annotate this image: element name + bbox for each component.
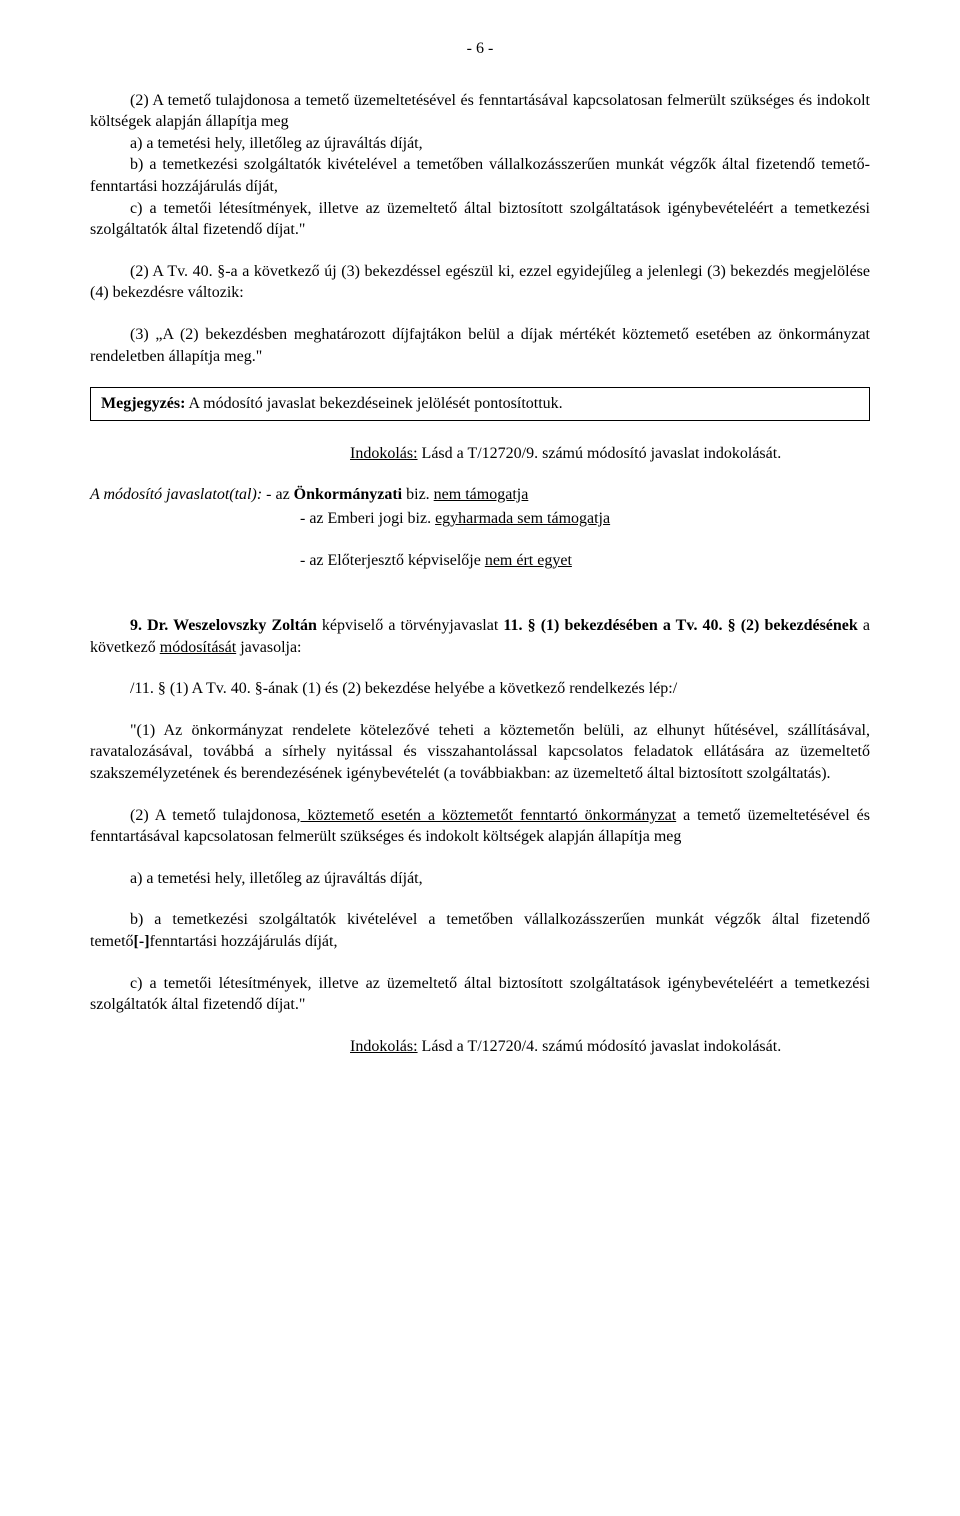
support-group-1: A módosító javaslatot(tal): - az Önkormá… bbox=[90, 484, 870, 529]
note-text: A módosító javaslat bekezdéseinek jelölé… bbox=[185, 395, 562, 412]
s9c: 11. § (1) bekezdésében a Tv. 40. § (2) b… bbox=[503, 617, 857, 634]
p15b: [-] bbox=[134, 933, 150, 950]
p13a: (2) A temető tulajdonosa bbox=[130, 807, 297, 824]
note-label: Megjegyzés: bbox=[101, 395, 185, 412]
p1c: c) a temetői létesítmények, illetve az ü… bbox=[90, 198, 870, 241]
p15: b) a temetkezési szolgáltatók kivételéve… bbox=[90, 909, 870, 952]
indokolas-2: Indokolás: Lásd a T/12720/4. számú módos… bbox=[350, 1036, 870, 1058]
p1: (2) A temető tulajdonosa a temető üzemel… bbox=[90, 90, 870, 133]
support-line-2: - az Emberi jogi biz. egyharmada sem tám… bbox=[300, 508, 870, 530]
indok1b: Lásd a T/12720/9. számú módosító javasla… bbox=[418, 445, 782, 462]
support-line-3: - az Előterjesztő képviselője nem ért eg… bbox=[300, 550, 870, 572]
indok2a: Indokolás: bbox=[350, 1038, 418, 1055]
p1a: a) a temetési hely, illetőleg az újravál… bbox=[90, 133, 870, 155]
p1b: b) a temetkezési szolgáltatók kivételéve… bbox=[90, 154, 870, 197]
support-emberi: - az Emberi jogi biz. bbox=[300, 510, 435, 527]
p13b: , köztemető esetén a köztemetőt fenntart… bbox=[297, 807, 677, 824]
s9f: javasolja: bbox=[236, 639, 301, 656]
support-nemert: nem ért egyet bbox=[485, 552, 572, 569]
support-biz: biz. bbox=[402, 486, 434, 503]
support-prefix: - az bbox=[262, 486, 294, 503]
p13: (2) A temető tulajdonosa, köztemető eset… bbox=[90, 805, 870, 848]
mod-label: A módosító javaslatot(tal): bbox=[90, 486, 262, 503]
support-onk: Önkormányzati bbox=[294, 486, 402, 503]
p12: "(1) Az önkormányzat rendelete kötelezőv… bbox=[90, 720, 870, 785]
s9b: képviselő a törvényjavaslat bbox=[317, 617, 504, 634]
para-3: (3) „A (2) bekezdésben meghatározott díj… bbox=[90, 324, 870, 367]
p11: /11. § (1) A Tv. 40. §-ának (1) és (2) b… bbox=[90, 678, 870, 700]
support-egyh: egyharmada sem támogatja bbox=[435, 510, 610, 527]
section-9: 9. Dr. Weszelovszky Zoltán képviselő a t… bbox=[90, 615, 870, 658]
indok2b: Lásd a T/12720/4. számú módosító javasla… bbox=[418, 1038, 782, 1055]
p16: c) a temetői létesítmények, illetve az ü… bbox=[90, 973, 870, 1016]
p15c: fenntartási hozzájárulás díját, bbox=[150, 933, 338, 950]
s9a: 9. Dr. Weszelovszky Zoltán bbox=[130, 617, 317, 634]
support-no: nem támogatja bbox=[434, 486, 529, 503]
para-2-intro: (2) A temető tulajdonosa a temető üzemel… bbox=[90, 90, 870, 241]
page-number: - 6 - bbox=[90, 38, 870, 60]
indokolas-1: Indokolás: Lásd a T/12720/9. számú módos… bbox=[350, 443, 870, 465]
support-line-1: A módosító javaslatot(tal): - az Önkormá… bbox=[90, 484, 870, 506]
para-2tv: (2) A Tv. 40. §-a a következő új (3) bek… bbox=[90, 261, 870, 304]
s9e: módosítását bbox=[160, 639, 236, 656]
indok1a: Indokolás: bbox=[350, 445, 418, 462]
p14: a) a temetési hely, illetőleg az újravál… bbox=[90, 868, 870, 890]
note-box: Megjegyzés: A módosító javaslat bekezdés… bbox=[90, 387, 870, 421]
support-eloterj: - az Előterjesztő képviselője bbox=[300, 552, 485, 569]
